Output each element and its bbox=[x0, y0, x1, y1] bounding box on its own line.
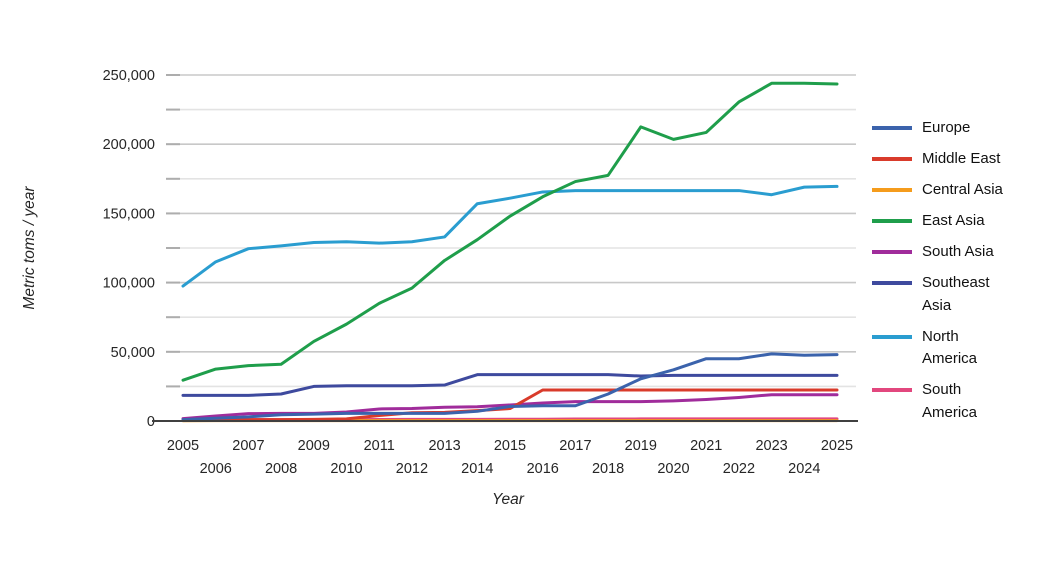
axis-layer: 050,000100,000150,000200,000250,00020052… bbox=[103, 68, 858, 477]
x-tick-label: 2017 bbox=[559, 438, 591, 454]
series-layer bbox=[181, 81, 839, 423]
x-tick-label: 2007 bbox=[232, 438, 264, 454]
grid-layer bbox=[166, 74, 856, 388]
legend-item-north-america[interactable]: North America bbox=[872, 326, 1003, 371]
legend-item-middle-east[interactable]: Middle East bbox=[872, 148, 1003, 171]
x-tick-label: 2016 bbox=[527, 461, 559, 477]
x-tick-label: 2014 bbox=[461, 461, 493, 477]
series-line-europe bbox=[181, 352, 839, 422]
series-line-middle-east bbox=[181, 388, 839, 422]
x-tick-label: 2011 bbox=[364, 438, 395, 454]
legend-item-central-asia[interactable]: Central Asia bbox=[872, 179, 1003, 202]
x-tick-label: 2021 bbox=[690, 438, 722, 454]
legend-label: North America bbox=[922, 327, 978, 368]
x-tick-label: 2019 bbox=[625, 438, 657, 454]
x-tick-label: 2022 bbox=[723, 461, 755, 477]
legend-item-south-america[interactable]: South America bbox=[872, 379, 1003, 424]
legend-swatch-north-america bbox=[872, 334, 912, 339]
x-tick-label: 2006 bbox=[200, 461, 232, 477]
legend-label: East Asia bbox=[922, 212, 985, 229]
x-tick-label: 2024 bbox=[788, 461, 820, 477]
y-tick-label: 50,000 bbox=[111, 345, 155, 361]
y-axis-title: Metric toms / year bbox=[21, 186, 38, 310]
x-tick-label: 2020 bbox=[657, 461, 689, 477]
legend-swatch-south-america bbox=[872, 388, 912, 392]
x-tick-label: 2012 bbox=[396, 461, 428, 477]
legend-swatch-europe bbox=[872, 126, 912, 130]
series-line-north-america bbox=[181, 184, 839, 288]
y-tick-label: 250,000 bbox=[103, 68, 155, 84]
legend-item-south-asia[interactable]: South Asia bbox=[872, 241, 1003, 264]
x-tick-label: 2009 bbox=[298, 438, 330, 454]
x-tick-label: 2018 bbox=[592, 461, 624, 477]
y-tick-label: 150,000 bbox=[103, 206, 155, 222]
legend-label: Middle East bbox=[922, 150, 1001, 167]
x-tick-label: 2008 bbox=[265, 461, 297, 477]
legend-label: Europe bbox=[922, 119, 971, 136]
legend-item-southeast-asia[interactable]: Southeast Asia bbox=[872, 272, 1003, 317]
legend-swatch-south-asia bbox=[872, 250, 912, 254]
y-tick-label: 100,000 bbox=[103, 276, 155, 292]
legend-label: Central Asia bbox=[922, 181, 1003, 198]
legend-label: Southeast Asia bbox=[922, 274, 990, 314]
legend-swatch-middle-east bbox=[872, 157, 912, 161]
y-tick-label: 200,000 bbox=[103, 137, 155, 153]
x-tick-label: 2013 bbox=[428, 438, 460, 454]
x-tick-label: 2025 bbox=[821, 438, 853, 454]
legend-item-east-asia[interactable]: East Asia bbox=[872, 210, 1003, 233]
series-line-east-asia bbox=[181, 81, 839, 382]
legend-swatch-central-asia bbox=[872, 188, 912, 192]
x-tick-label: 2005 bbox=[167, 438, 199, 454]
x-tick-label: 2015 bbox=[494, 438, 526, 454]
x-axis-title: Year bbox=[492, 491, 525, 508]
legend-swatch-east-asia bbox=[872, 219, 912, 223]
y-tick-label: 0 bbox=[147, 414, 155, 430]
chart-legend: Europe Middle East Central Asia East Asia So… bbox=[872, 117, 1003, 433]
x-tick-label: 2023 bbox=[755, 438, 787, 454]
legend-label: South America bbox=[922, 381, 978, 421]
legend-item-europe[interactable]: Europe bbox=[872, 117, 1003, 140]
series-line-southeast-asia bbox=[181, 373, 839, 397]
x-tick-label: 2010 bbox=[330, 461, 362, 477]
legend-label: South Asia bbox=[922, 243, 994, 260]
legend-swatch-southeast-asia bbox=[872, 281, 912, 285]
